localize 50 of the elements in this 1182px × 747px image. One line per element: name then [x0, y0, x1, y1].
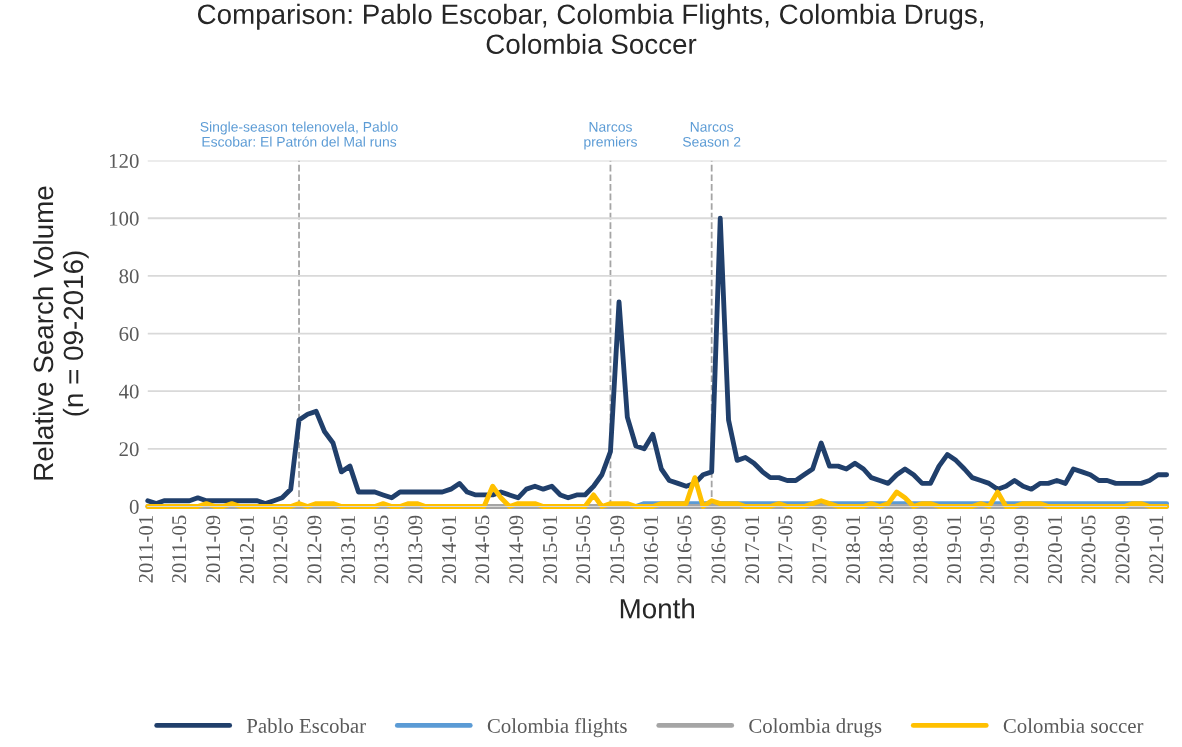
x-tick-label: 2017-01 — [745, 516, 760, 584]
y-tick-label: 100 — [110, 211, 139, 226]
x-tick-label: 2016-01 — [643, 516, 658, 584]
x-tick-label: 2011-01 — [138, 516, 153, 583]
y-tick-label: 60 — [119, 326, 139, 341]
y-tick-label: 0 — [129, 499, 139, 514]
x-tick-label: 2016-09 — [711, 515, 726, 584]
legend-label: Pablo Escobar — [246, 718, 366, 733]
y-tick-label: 80 — [119, 269, 139, 284]
x-tick-label: 2012-01 — [239, 516, 254, 584]
x-tick-label: 2013-05 — [374, 515, 389, 584]
x-tick-label: 2011-05 — [172, 515, 187, 583]
y-axis-title: Relative Search Volume (n = 09-2016) — [32, 186, 89, 480]
x-tick-label: 2012-05 — [273, 515, 288, 584]
x-tick-label: 2018-09 — [913, 515, 928, 584]
legend-label: Colombia soccer — [1003, 718, 1144, 733]
x-tick-label: 2019-09 — [1014, 515, 1029, 584]
x-tick-label: 2014-01 — [442, 516, 457, 584]
x-tick-label: 2014-09 — [509, 515, 524, 584]
x-tick-label: 2019-01 — [947, 516, 962, 584]
x-tick-label: 2020-01 — [1047, 516, 1063, 584]
x-tick-label: 2020-05 — [1081, 515, 1096, 584]
chart-title: Comparison: Pablo Escobar, Colombia Flights, Colombia Drugs, Colombia Soccer — [197, 3, 983, 55]
x-tick-label: 2020-09 — [1115, 515, 1130, 584]
ref-line-label: Narcos premiers — [584, 122, 637, 150]
x-tick-label: 2019-05 — [980, 515, 995, 584]
y-tick-label: 120 — [110, 153, 139, 169]
line-series — [145, 475, 1170, 509]
x-tick-label: 2014-05 — [475, 515, 490, 584]
x-tick-label: 2021-01 — [1149, 516, 1164, 584]
x-tick-label: 2015-05 — [576, 515, 591, 584]
x-tick-label: 2013-01 — [341, 516, 356, 584]
ref-line-label: Narcos Season 2 — [682, 122, 741, 147]
x-tick-label: 2012-09 — [307, 515, 322, 584]
ref-line-label: Single-season telenovela, Pablo Escobar: El Patrón del Mal runs — [200, 121, 398, 147]
x-tick-label: 2018-01 — [846, 516, 861, 584]
x-tick-label: 2016-05 — [677, 515, 692, 584]
x-tick-label: 2015-01 — [542, 516, 558, 584]
x-tick-label: 2011-09 — [206, 515, 221, 583]
x-tick-label: 2017-09 — [812, 515, 827, 584]
legend-label: Colombia drugs — [749, 718, 882, 738]
y-tick-label: 40 — [118, 384, 139, 399]
x-tick-label: 2018-05 — [879, 515, 894, 584]
legend-label: Colombia flights — [487, 718, 627, 738]
y-tick-label: 20 — [119, 442, 139, 457]
x-tick-label: 2015-09 — [610, 515, 625, 584]
line-series — [145, 215, 1170, 507]
x-axis-title: Month — [620, 598, 694, 619]
x-tick-label: 2017-05 — [778, 515, 793, 584]
x-tick-label: 2013-09 — [408, 515, 423, 584]
